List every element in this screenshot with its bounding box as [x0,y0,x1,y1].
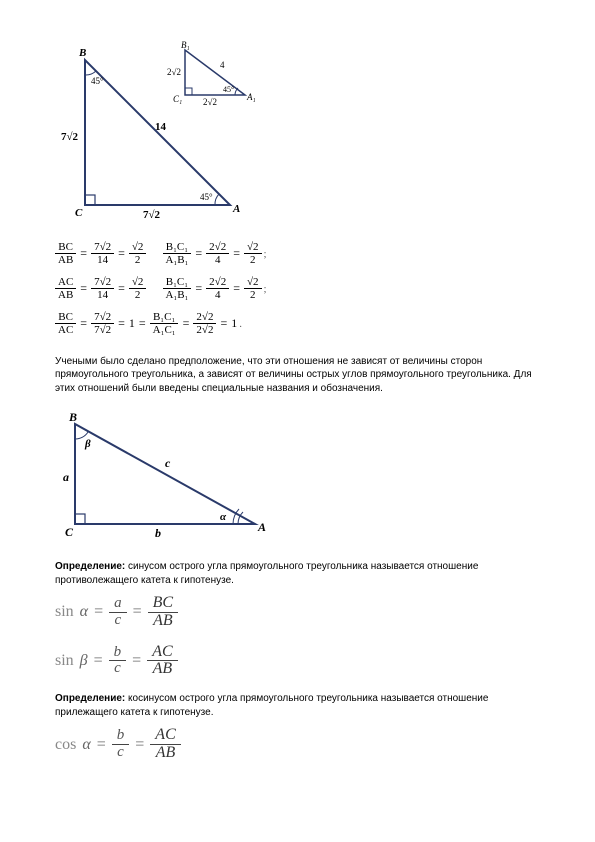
label-small-ca: 2√2 [203,97,217,107]
t1-f2n: BC [148,595,178,613]
t1-f1n: a [109,596,127,613]
eq3-r2n: 2√2 [193,311,216,324]
figure-triangles: B₁ C₁ A₁ 45° 2√2 2√2 4 B C A 45° [55,40,540,223]
eq1-r2n: 2√2 [206,241,229,254]
label2-c: c [165,456,171,470]
eq1-r2d: 4 [212,254,224,266]
eq2-l2d: 14 [94,289,111,301]
eq1-r1n: B₁C₁ [163,241,191,254]
eq1-l2d: 14 [94,254,111,266]
eq3-r3: 1 [231,316,237,331]
eq2-l3d: 2 [132,289,144,301]
formula-sin-alpha: sin α = ac = BCAB [55,595,540,630]
eq2-r2n: 2√2 [206,276,229,289]
t3-f2d: AB [151,745,181,762]
t3-f1d: c [112,745,129,761]
t2-f1d: c [109,661,126,677]
equation-1: BCAB = 7√214 = √22 B₁C₁A₁B₁ = 2√24 = √22… [55,241,540,266]
eq1-l1d: AB [55,254,76,266]
t3-f1n: b [112,728,130,745]
def1-bold: Определение: [55,561,125,572]
label-B: B [78,47,86,59]
equation-3: BCAC = 7√27√2 = 1 = B₁C₁A₁C₁ = 2√22√2 = … [55,311,540,336]
t3-f2n: AC [150,727,180,745]
t2-var: β [80,652,88,670]
document-page: B₁ C₁ A₁ 45° 2√2 2√2 4 B C A 45° [0,0,595,816]
label2-C: C [65,525,74,539]
label2-a: a [63,470,69,484]
eq2-l1n: AC [55,276,76,289]
t1-f2d: AB [148,613,178,630]
label-A1: A₁ [246,92,256,102]
t2-f2n: AC [147,644,177,662]
label-small-hyp: 4 [220,60,225,70]
eq3-r1n: B₁C₁ [150,311,178,324]
t3-fn: cos [55,736,76,754]
eq3-r1d: A₁C₁ [150,324,179,336]
eq2-l1d: AB [55,289,76,301]
def2-bold: Определение: [55,693,125,704]
label-C: C [75,207,83,219]
label-A: A [232,203,240,215]
label-side-bc: 7√2 [61,131,79,143]
label-angle-A1: 45° [223,85,234,94]
eq1-l1n: BC [55,241,76,254]
label2-B: B [68,410,77,424]
eq2-r1d: A₁B₁ [162,289,191,301]
eq3-l2d: 7√2 [91,324,114,336]
t2-f1n: b [109,645,127,662]
label-angle-A: 45° [200,192,213,202]
eq2-l2n: 7√2 [91,276,114,289]
t3-var: α [82,736,90,754]
label-small-bc: 2√2 [167,67,181,77]
label-B1: B₁ [181,40,190,50]
t2-f2d: AB [148,661,178,678]
label-side-ca: 7√2 [143,209,161,220]
label2-alpha: α [220,511,227,523]
label2-beta: β [84,438,91,450]
eq1-r1d: A₁B₁ [162,254,191,266]
t1-fn: sin [55,603,74,621]
figure-abc-triangle: B C A β α a b c [55,409,540,542]
eq1-l3n: √2 [129,241,147,254]
t2-fn: sin [55,652,74,670]
label-hyp: 14 [155,121,167,133]
formula-sin-beta: sin β = bc = ACAB [55,644,540,679]
label-C1: C₁ [173,94,182,104]
paragraph-intro: Учеными было сделано предположение, что … [55,355,540,396]
eq1-l3d: 2 [132,254,144,266]
triangles-svg: B₁ C₁ A₁ 45° 2√2 2√2 4 B C A 45° [55,40,285,220]
eq3-l2n: 7√2 [91,311,114,324]
label2-A: A [257,520,266,534]
eq2-r3d: 2 [247,289,259,301]
eq3-l1n: BC [55,311,76,324]
eq3-l1d: AC [55,324,76,336]
label2-b: b [155,526,161,539]
t1-var: α [80,603,88,621]
definition-sine: Определение: синусом острого угла прямоу… [55,560,540,587]
formula-cos-alpha: cos α = bc = ACAB [55,727,540,762]
t1-f1d: c [110,613,127,629]
eq1-r3n: √2 [244,241,262,254]
abc-triangle-svg: B C A β α a b c [55,409,275,539]
eq2-r1n: B₁C₁ [163,276,191,289]
label-angle-B: 45° [91,76,104,86]
definition-cosine: Определение: косинусом острого угла прям… [55,692,540,719]
eq1-l2n: 7√2 [91,241,114,254]
eq3-r2d: 2√2 [193,324,216,336]
eq2-l3n: √2 [129,276,147,289]
eq2-r3n: √2 [244,276,262,289]
eq3-l3: 1 [129,316,135,331]
equation-2: ACAB = 7√214 = √22 B₁C₁A₁B₁ = 2√24 = √22… [55,276,540,301]
equation-block: BCAB = 7√214 = √22 B₁C₁A₁B₁ = 2√24 = √22… [55,241,540,337]
eq2-r2d: 4 [212,289,224,301]
eq1-r3d: 2 [247,254,259,266]
